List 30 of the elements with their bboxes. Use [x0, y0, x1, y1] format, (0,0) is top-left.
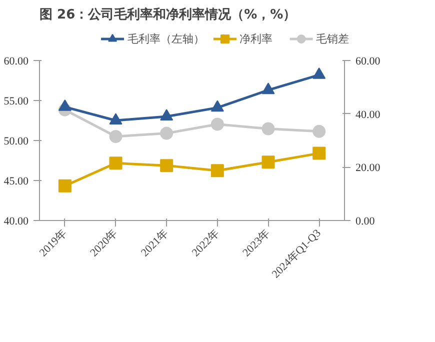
point [58, 99, 72, 111]
point [109, 113, 122, 124]
point [262, 122, 275, 136]
point [160, 109, 174, 120]
point [160, 126, 174, 140]
chart-title: 图 26：公司毛利率和净利率情况（%，%） [40, 6, 296, 22]
point [58, 179, 72, 192]
legend-label: 净利率 [240, 32, 273, 46]
legend-label: 毛利率（左轴） [127, 32, 204, 46]
point [312, 124, 326, 138]
y-tick-label: 55.00 [4, 96, 29, 108]
y-tick-label: 40.00 [4, 216, 29, 228]
point [262, 82, 275, 94]
point [109, 130, 122, 143]
point [262, 156, 275, 169]
point [210, 100, 224, 112]
point [109, 156, 122, 170]
point [312, 67, 326, 79]
point [210, 164, 224, 178]
y-tick-label: 60.00 [4, 56, 29, 68]
point [210, 118, 224, 131]
point [160, 159, 174, 172]
y2-tick-label: 40.00 [356, 108, 381, 121]
point [312, 146, 326, 160]
y-tick-label: 45.00 [4, 176, 29, 188]
y-tick-label: 50.00 [4, 136, 29, 148]
y2-tick-label: 20.00 [356, 162, 381, 174]
y2-tick-label: 60.00 [356, 56, 381, 68]
legend-label: 毛销差 [316, 32, 350, 46]
y2-tick-label: 0.00 [356, 216, 376, 228]
